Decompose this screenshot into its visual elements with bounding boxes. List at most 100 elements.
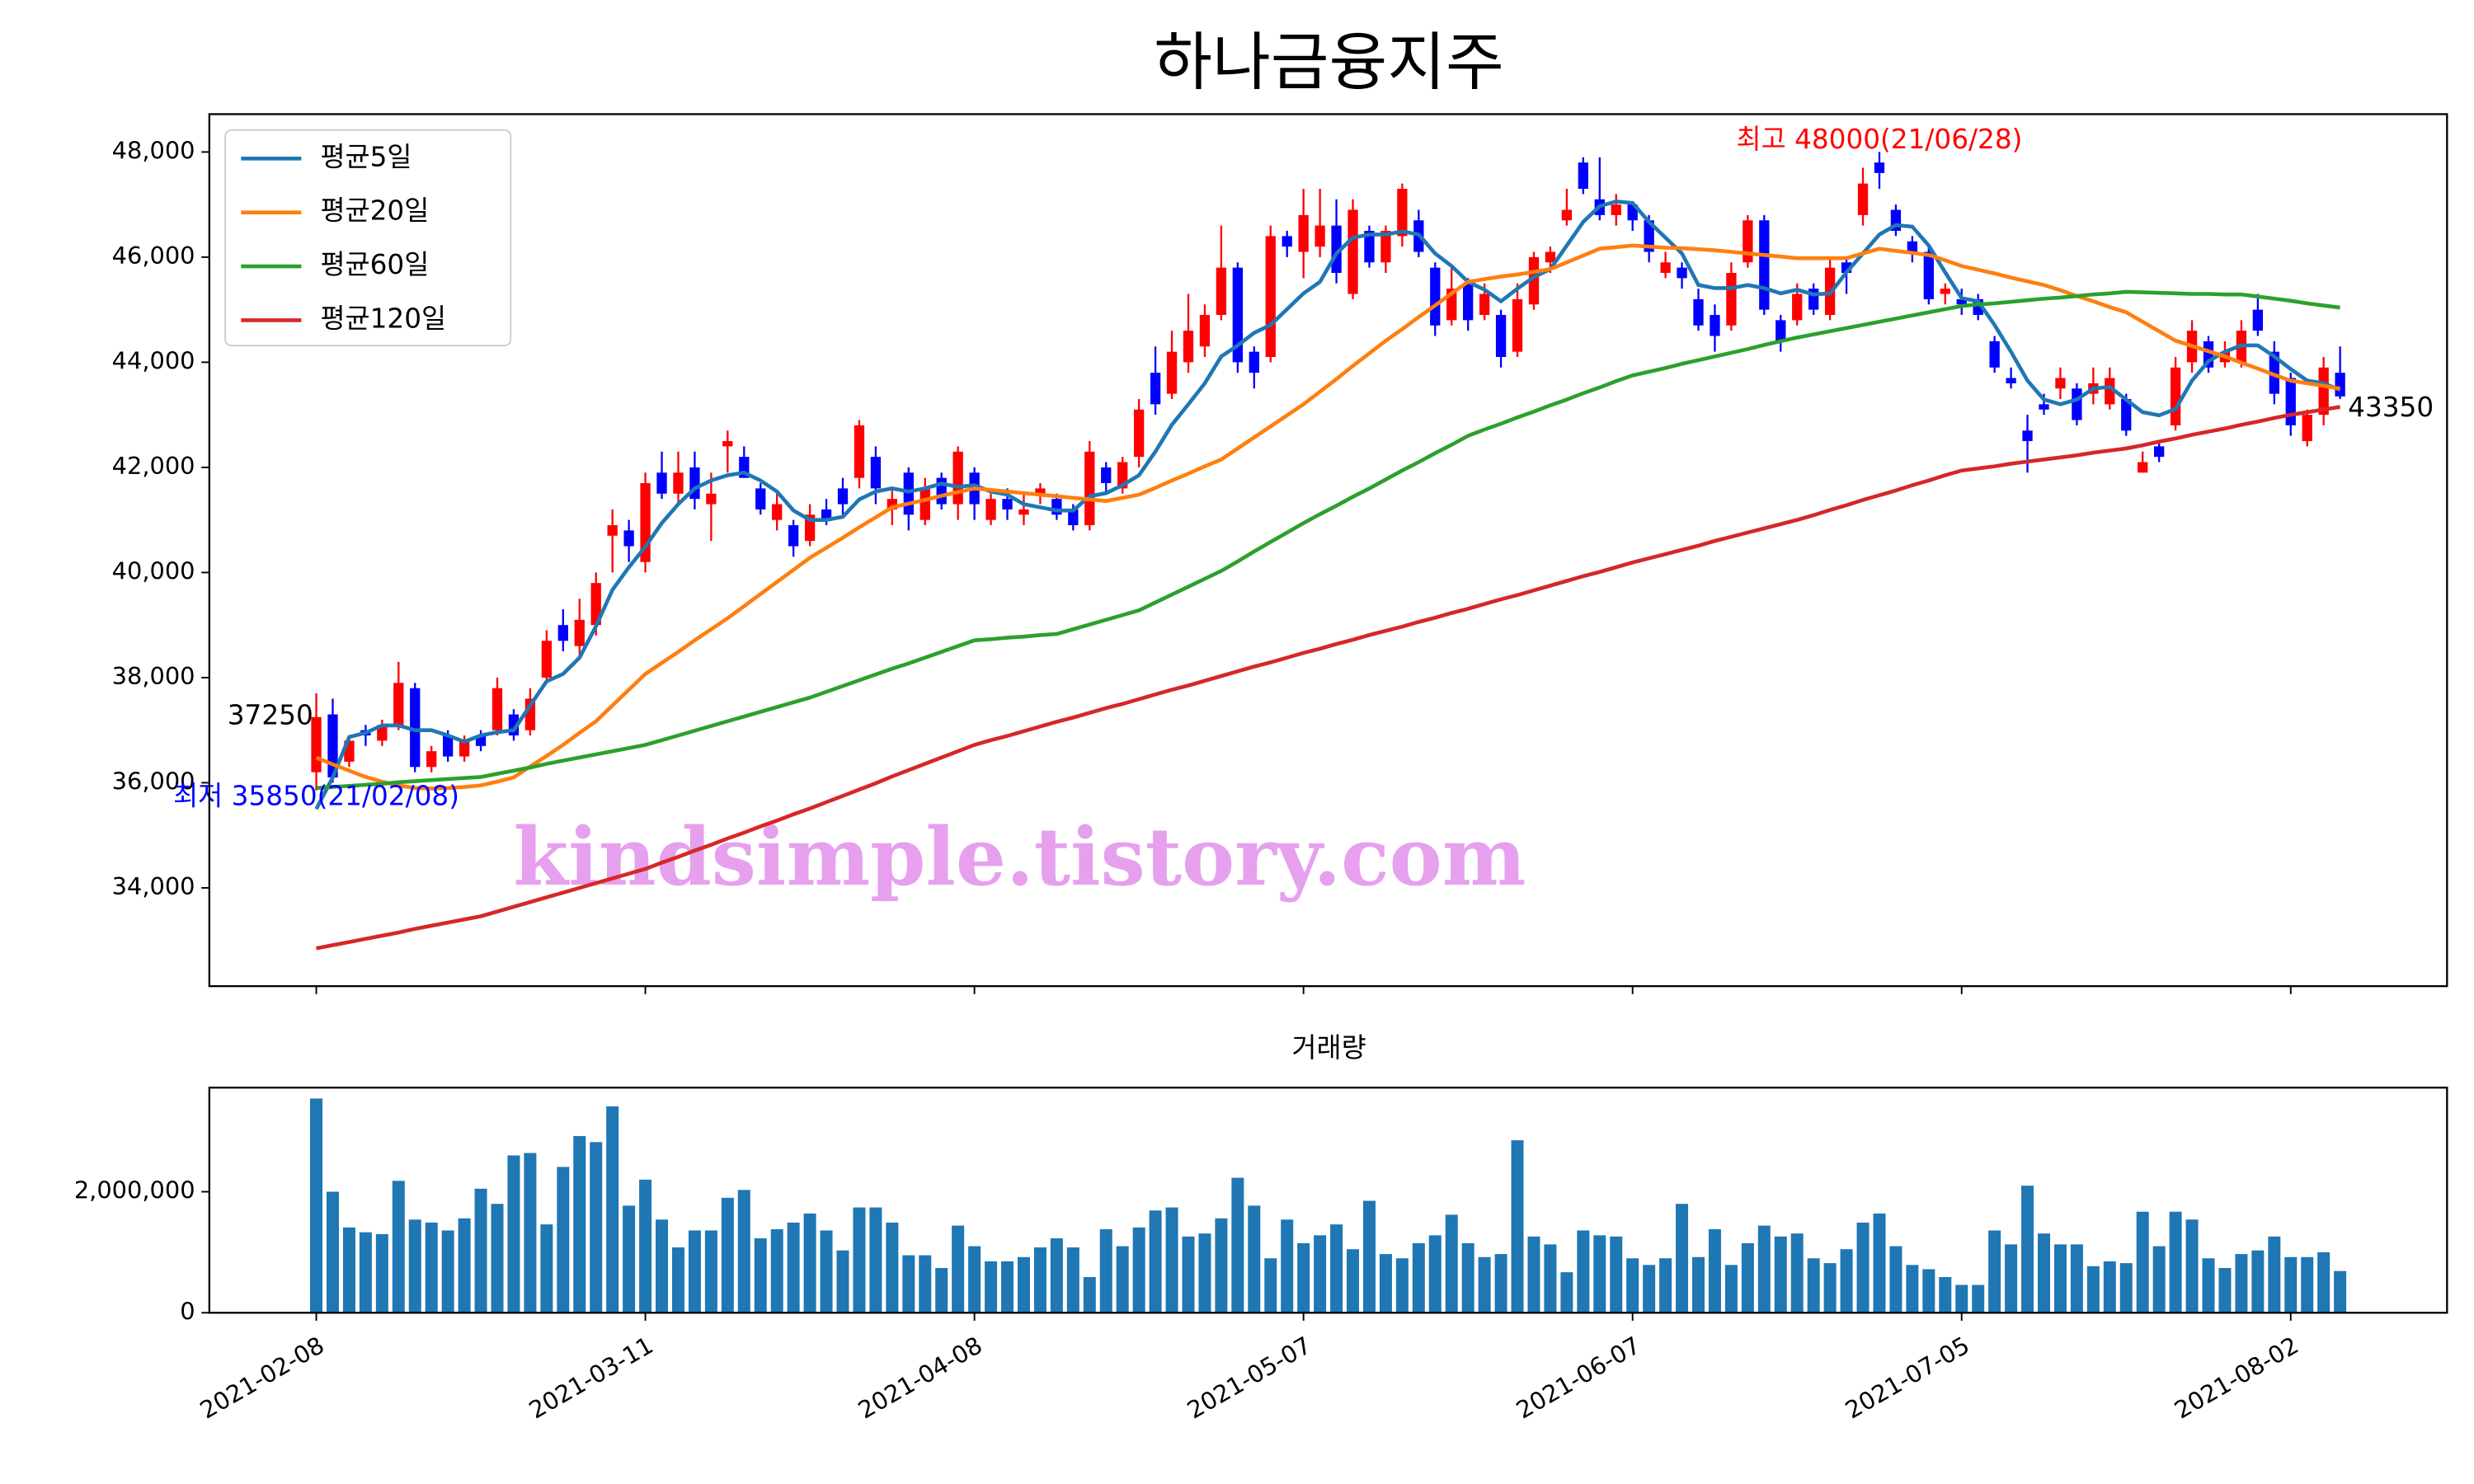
candle-body bbox=[1923, 251, 1934, 299]
candle-body bbox=[1380, 230, 1391, 263]
candle-body bbox=[377, 725, 388, 741]
volume-bar bbox=[1741, 1242, 1754, 1313]
volume-bar bbox=[1297, 1242, 1310, 1313]
volume-bar bbox=[1906, 1265, 1919, 1313]
volume-bar bbox=[623, 1205, 636, 1313]
candle-body bbox=[1315, 225, 1325, 247]
volume-bar bbox=[1428, 1235, 1442, 1313]
volume-bar bbox=[1083, 1276, 1096, 1313]
volume-bar bbox=[2037, 1233, 2050, 1313]
volume-bar bbox=[1972, 1284, 1985, 1313]
volume-bar bbox=[1099, 1229, 1112, 1313]
volume-bar bbox=[886, 1222, 899, 1313]
candle-body bbox=[673, 472, 684, 494]
candle-body bbox=[557, 625, 568, 641]
y-tick-label: 36,000 bbox=[112, 767, 195, 795]
volume-bar bbox=[310, 1098, 323, 1313]
candle-body bbox=[1265, 236, 1276, 358]
volume-bar bbox=[2235, 1254, 2248, 1313]
candle-body bbox=[2285, 378, 2296, 425]
volume-bar bbox=[1001, 1261, 1014, 1313]
volume-bar bbox=[573, 1135, 586, 1313]
volume-bar bbox=[902, 1255, 915, 1313]
volume-bar bbox=[524, 1153, 537, 1313]
candle-body bbox=[722, 441, 733, 447]
axes-frame bbox=[208, 113, 2448, 988]
volume-bar bbox=[2202, 1258, 2215, 1313]
volume-title: 거래량 bbox=[1291, 1032, 1366, 1064]
candle-body bbox=[492, 688, 503, 730]
volume-bar bbox=[1494, 1254, 1507, 1313]
volume-bar bbox=[1511, 1140, 1524, 1313]
candle-body bbox=[656, 472, 667, 494]
volume-bar bbox=[2268, 1236, 2281, 1313]
candle-body bbox=[1183, 331, 1194, 363]
ma-line bbox=[316, 405, 2340, 951]
candle-body bbox=[1397, 188, 1408, 237]
candle-body bbox=[788, 525, 799, 547]
volume-bar bbox=[688, 1230, 701, 1313]
candle-body bbox=[870, 457, 882, 489]
volume-bar bbox=[1724, 1265, 1738, 1313]
candle-body bbox=[1940, 289, 1950, 294]
candle-body bbox=[821, 509, 832, 520]
volume-bar bbox=[2086, 1266, 2100, 1313]
y-tick-label: 46,000 bbox=[112, 242, 195, 270]
candle-body bbox=[1166, 351, 1178, 394]
watermark: kindsimple.tistory.com bbox=[514, 810, 1526, 904]
volume-bar bbox=[853, 1207, 866, 1313]
volume-bar bbox=[1527, 1236, 1540, 1313]
volume-bar bbox=[1643, 1265, 1656, 1313]
volume-bar bbox=[1478, 1256, 1491, 1313]
volume-bar bbox=[458, 1218, 471, 1313]
volume-bar bbox=[1955, 1284, 1968, 1313]
volume-bar bbox=[1889, 1246, 1903, 1313]
volume-bar bbox=[1774, 1236, 1787, 1313]
volume-bar bbox=[968, 1246, 981, 1313]
candle-body bbox=[410, 688, 421, 768]
candle-body bbox=[2039, 404, 2049, 410]
volume-bar bbox=[2334, 1270, 2347, 1313]
volume-bar bbox=[1790, 1233, 1804, 1313]
candle-body bbox=[1561, 209, 1573, 221]
volume-bar bbox=[2021, 1186, 2034, 1313]
volume-bar bbox=[836, 1250, 849, 1313]
candle-body bbox=[952, 451, 963, 505]
candle-body bbox=[1989, 340, 2000, 368]
volume-bar bbox=[1560, 1272, 1573, 1313]
volume-bar bbox=[1922, 1269, 1935, 1313]
candle-body bbox=[2335, 373, 2345, 397]
candle-body bbox=[426, 751, 437, 768]
volume-bar bbox=[1445, 1214, 1458, 1313]
volume-bar bbox=[1939, 1276, 1952, 1313]
candle-body bbox=[985, 499, 996, 520]
volume-bar bbox=[671, 1247, 684, 1313]
candle-body bbox=[2302, 415, 2312, 442]
candle-body bbox=[459, 740, 470, 757]
volume-bar bbox=[2284, 1256, 2298, 1313]
candle-body bbox=[442, 735, 454, 757]
candle-body bbox=[1644, 220, 1654, 252]
candle-body bbox=[1710, 315, 1720, 336]
volume-bar bbox=[2169, 1211, 2182, 1313]
volume-bar bbox=[1362, 1200, 1376, 1313]
volume-bar bbox=[1248, 1205, 1261, 1313]
candle-body bbox=[2138, 462, 2148, 473]
volume-bar bbox=[2005, 1244, 2018, 1313]
candle-body bbox=[2105, 378, 2115, 405]
candle-body bbox=[837, 488, 849, 505]
candle-body bbox=[2252, 309, 2264, 331]
volume-bar bbox=[2218, 1267, 2232, 1313]
candle-body bbox=[1693, 298, 1704, 326]
candle-body bbox=[2121, 399, 2132, 431]
candle-body bbox=[1216, 267, 1227, 316]
volume-bar bbox=[2152, 1246, 2166, 1313]
volume-bar bbox=[1395, 1258, 1409, 1313]
volume-bar bbox=[2185, 1219, 2199, 1313]
volume-bar bbox=[1626, 1258, 1639, 1313]
candle-body bbox=[1150, 373, 1161, 405]
volume-bar bbox=[2317, 1252, 2331, 1313]
volume-bar bbox=[985, 1261, 998, 1313]
candle-body bbox=[1035, 488, 1046, 494]
